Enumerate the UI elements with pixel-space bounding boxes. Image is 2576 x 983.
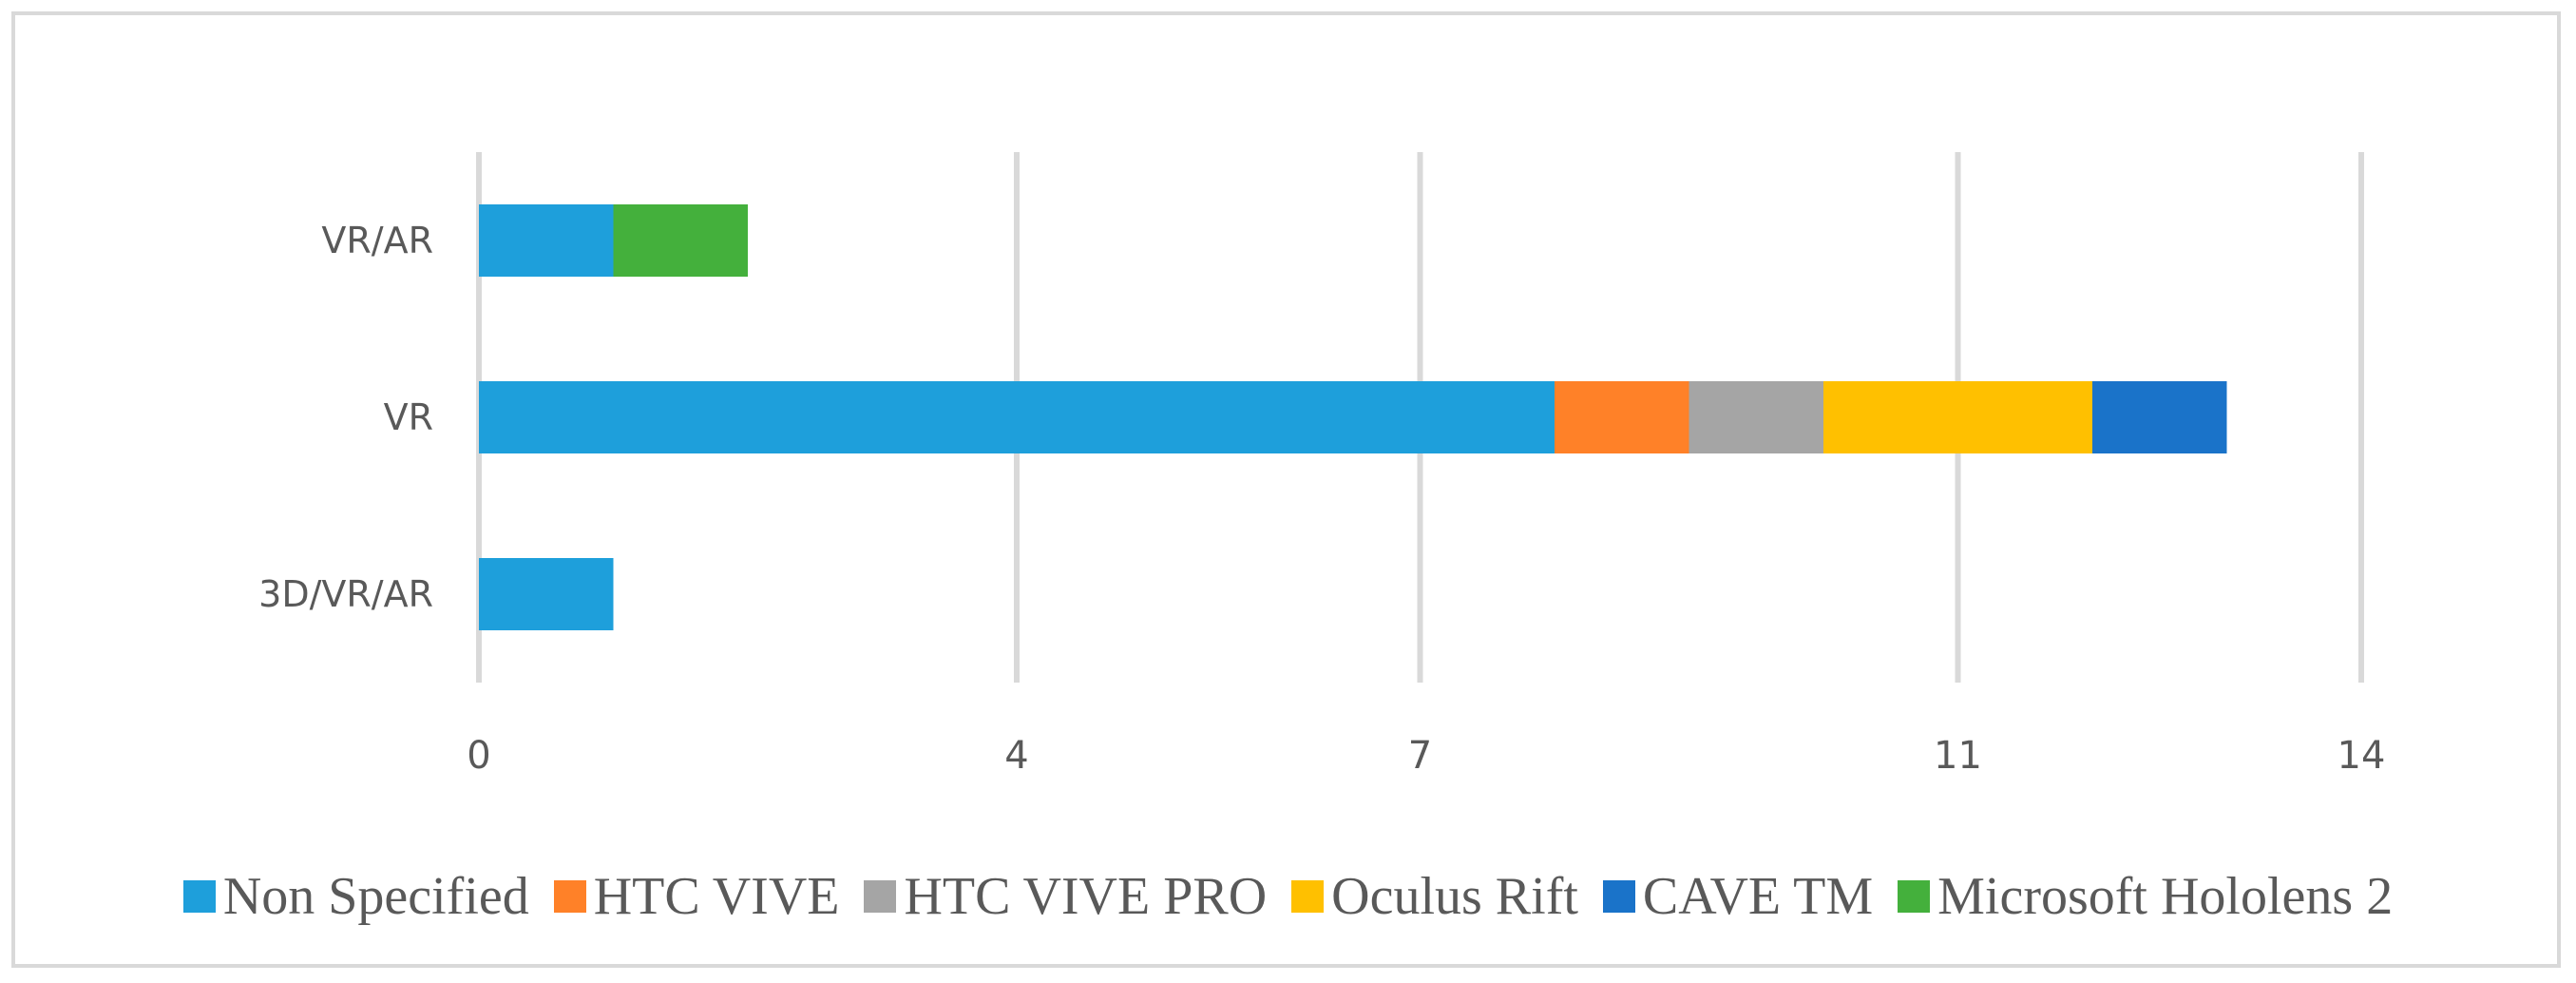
bar-segment-microsoft-hololens-2 (613, 204, 748, 277)
legend-swatch (1898, 880, 1931, 913)
y-category-label: 3D/VR/AR (258, 573, 433, 615)
x-tick-label: 0 (467, 734, 490, 778)
legend-swatch (182, 880, 216, 913)
legend-swatch (864, 880, 897, 913)
legend-label: Non Specified (222, 867, 529, 926)
legend-item: Oculus Rift (1291, 866, 1578, 927)
legend-label: Oculus Rift (1331, 867, 1578, 926)
legend-swatch (553, 880, 586, 913)
legend-item: CAVE TM (1602, 866, 1874, 927)
x-tick-label: 4 (1004, 734, 1028, 778)
bar-segment-oculus-rift (1823, 381, 2092, 453)
bar-segment-htc-vive (1555, 381, 1689, 453)
x-tick-label: 7 (1408, 734, 1432, 778)
y-category-label: VR (384, 396, 433, 438)
legend-label: HTC VIVE PRO (904, 867, 1268, 926)
legend-label: Microsoft Hololens 2 (1937, 867, 2394, 926)
x-tick-label: 14 (2337, 734, 2386, 778)
legend-item: Microsoft Hololens 2 (1898, 866, 2393, 927)
legend: Non Specified HTC VIVE HTC VIVE PRO Oculus … (0, 854, 2576, 939)
y-category-label: VR/AR (321, 220, 433, 261)
legend-item: Non Specified (182, 866, 529, 927)
legend-item: HTC VIVE (553, 866, 840, 927)
legend-swatch (1602, 880, 1635, 913)
x-tick-label: 11 (1934, 734, 1982, 778)
bar-segment-non-specified (479, 381, 1555, 453)
bar-segment-non-specified (479, 558, 614, 630)
bar-segment-htc-vive-pro (1689, 381, 1823, 453)
chart-frame (11, 11, 2561, 968)
legend-item: HTC VIVE PRO (864, 866, 1267, 927)
legend-label: CAVE TM (1642, 867, 1874, 926)
bar-segment-cave-tm (2092, 381, 2227, 453)
bar-segment-non-specified (479, 204, 614, 277)
legend-label: HTC VIVE (593, 867, 840, 926)
legend-swatch (1291, 880, 1325, 913)
